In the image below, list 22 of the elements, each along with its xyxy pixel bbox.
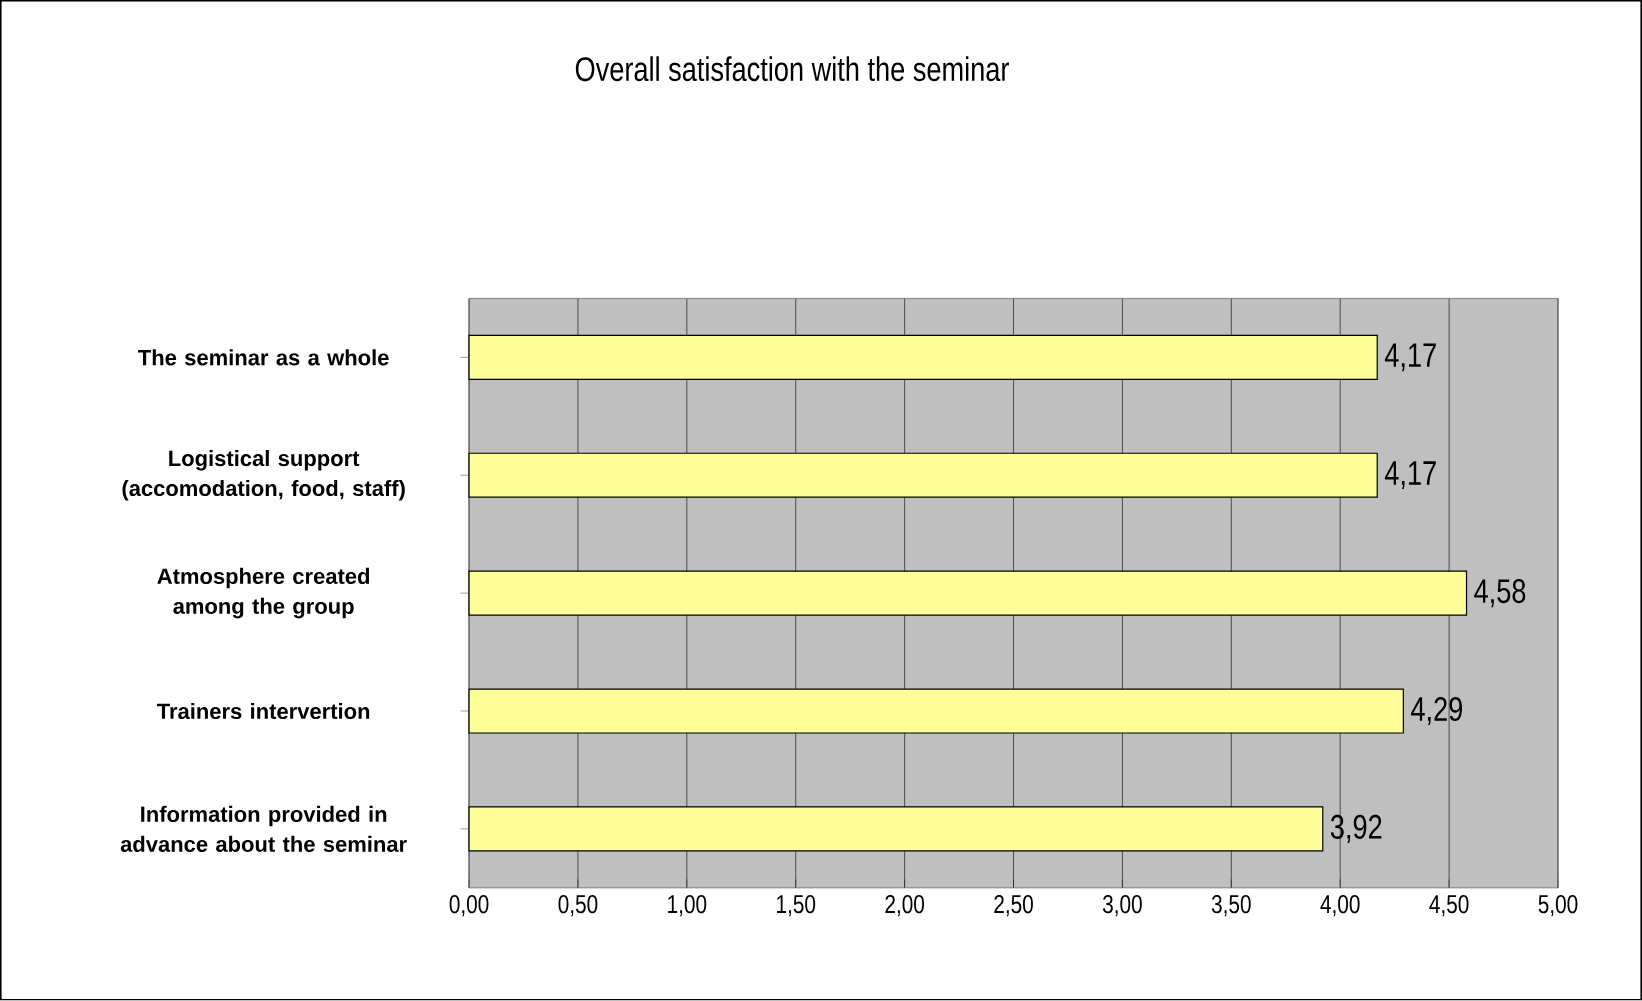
y-tick-label: The seminar as a whole (138, 349, 389, 366)
x-tick-label: 0,50 (558, 895, 598, 917)
y-tick-label: Atmosphere created among the group (157, 568, 370, 619)
x-tick-label: 1,00 (668, 895, 707, 917)
x-tick-label: 2,50 (994, 895, 1033, 917)
data-label: 4,29 (1411, 697, 1463, 726)
data-label: 4,17 (1384, 461, 1436, 490)
x-tick-label: 3,00 (1102, 895, 1142, 917)
x-tick-label: 1,50 (777, 895, 816, 917)
y-tick-label: Logistical support (accomodation, food, staff) (122, 450, 405, 501)
data-label: 4,58 (1474, 579, 1526, 608)
x-tick-label: 3,50 (1211, 895, 1251, 917)
data-label: 4,17 (1384, 343, 1436, 372)
chart-title: Overall satisfaction with the seminar (575, 56, 1009, 82)
x-tick-label: 4,00 (1320, 895, 1360, 917)
x-tick-label: 2,00 (885, 895, 925, 917)
y-tick-label: Trainers intervertion (157, 703, 370, 720)
x-tick-label: 4,50 (1429, 895, 1469, 917)
y-tick-label: Information provided in advance about the seminar (120, 806, 407, 853)
x-tick-label: 0,00 (449, 895, 489, 917)
data-label: 3,92 (1330, 815, 1382, 844)
x-tick-label: 5,00 (1538, 895, 1578, 917)
